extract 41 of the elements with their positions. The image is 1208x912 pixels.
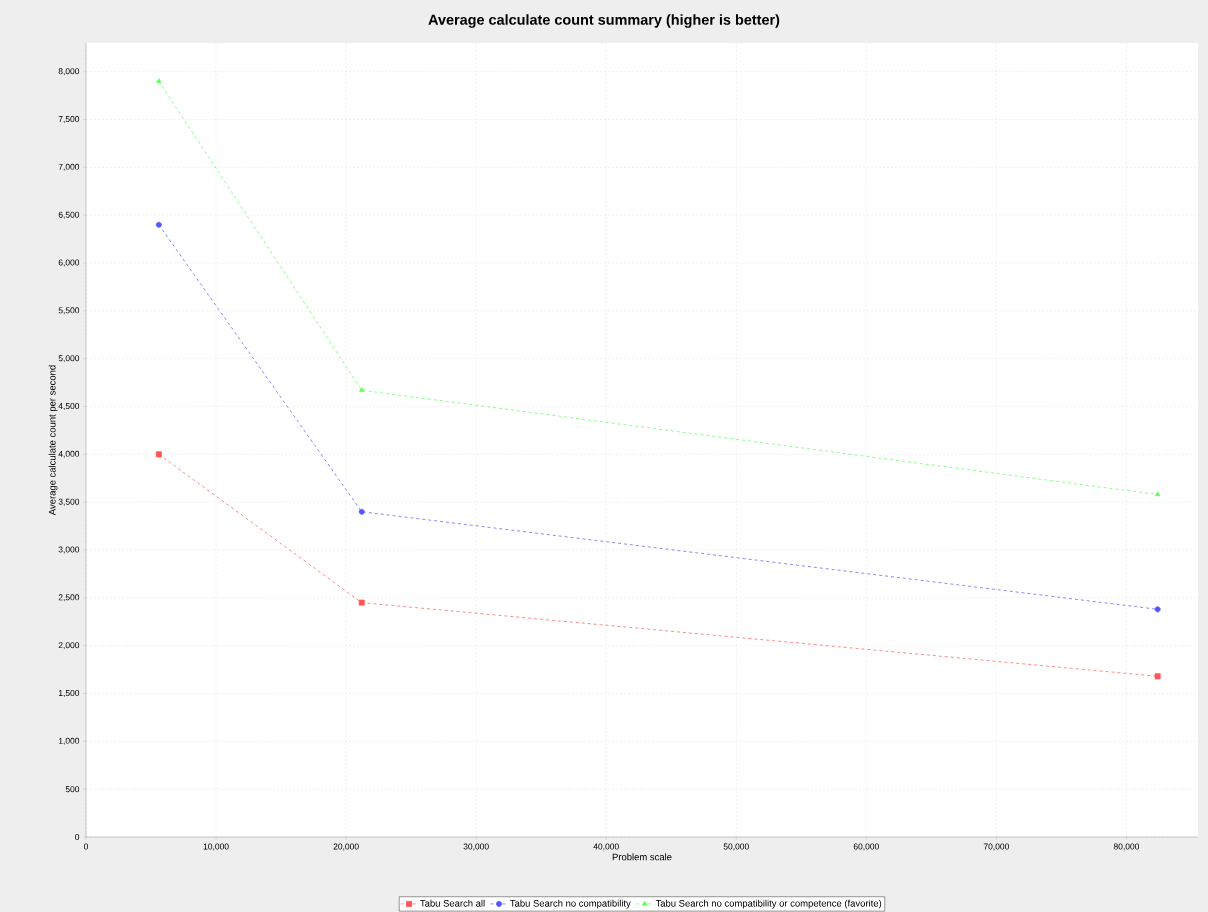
- y-tick-label: 1,500: [58, 690, 80, 697]
- x-tick-label: 20,000: [333, 843, 359, 851]
- x-tick-label: 70,000: [983, 843, 1009, 851]
- y-tick-label: 500: [65, 786, 80, 793]
- y-tick-label: 8,000: [58, 68, 80, 76]
- y-tick-label: 2,500: [58, 594, 80, 602]
- legend-label: Tabu Search all: [420, 899, 485, 907]
- point: [155, 451, 162, 458]
- y-tick-label: 3,000: [58, 546, 80, 554]
- point: [359, 387, 365, 392]
- y-tick-label: 6,000: [58, 259, 80, 267]
- y-axis-title: Average calculate count per second: [48, 365, 58, 516]
- y-tick-label: 5,000: [58, 355, 80, 363]
- chart-title: Average calculate count summary (higher is better): [428, 14, 780, 28]
- point: [156, 78, 162, 83]
- x-tick-label: 60,000: [853, 843, 879, 851]
- y-tick-label: 0: [75, 834, 80, 840]
- point: [1154, 673, 1161, 680]
- x-tick-label: 30,000: [463, 843, 489, 851]
- point: [1154, 606, 1161, 613]
- x-tick-label: 10,000: [203, 843, 229, 851]
- legend-label: Tabu Search no compatibility or competence (favorite): [655, 899, 882, 909]
- x-tick-label: 80,000: [1113, 843, 1140, 851]
- x-tick-label: 50,000: [723, 843, 749, 851]
- y-tick-label: 1,000: [58, 737, 80, 745]
- x-tick-label: 0: [83, 843, 89, 850]
- y-tick-label: 4,500: [58, 403, 80, 411]
- x-tick-label: 40,000: [593, 843, 619, 851]
- point: [358, 508, 365, 515]
- y-tick-label: 5,500: [58, 307, 80, 315]
- y-tick-label: 7,000: [58, 163, 80, 171]
- legend-label: Tabu Search no compatibility: [510, 899, 631, 909]
- point: [155, 221, 162, 228]
- y-tick-label: 6,500: [58, 211, 80, 219]
- y-tick-label: 2,000: [58, 642, 80, 650]
- point: [1155, 491, 1161, 497]
- y-tick-label: 4,000: [58, 450, 80, 458]
- point: [358, 599, 365, 606]
- y-tick-label: 7,500: [58, 116, 80, 124]
- x-axis-title: Problem scale: [612, 853, 672, 861]
- y-tick-label: 3,500: [58, 498, 80, 506]
